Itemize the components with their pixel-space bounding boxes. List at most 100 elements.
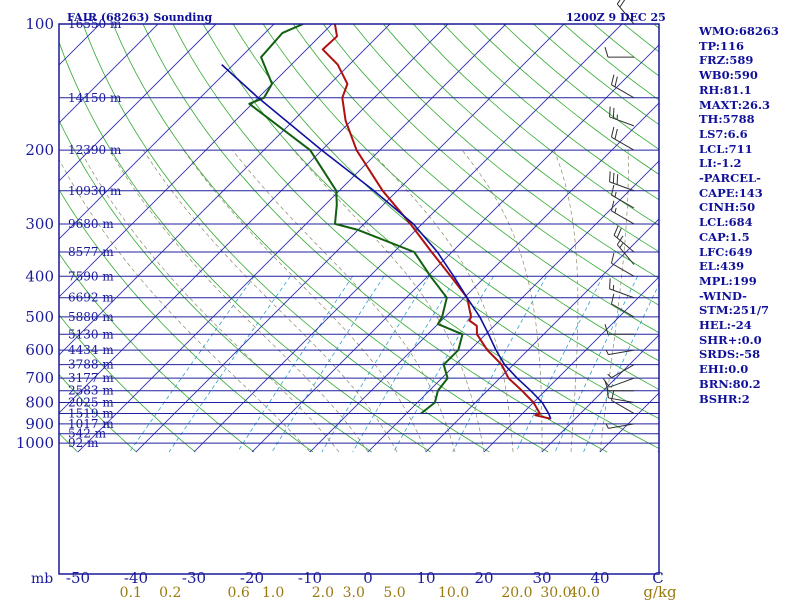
height-label: 3177 m [68,371,114,385]
temperature-tick-label: 0 [363,569,373,587]
mixing-ratio-line [168,276,291,453]
index-line: SHR+:0.0 [699,332,762,347]
index-line: CAPE:143 [699,185,763,200]
pressure-tick-label: 300 [25,215,54,233]
moist-adiabat [79,150,340,453]
dry-adiabat [59,252,255,453]
pressure-tick-label: 800 [25,393,54,411]
wind-barb [609,171,635,192]
mixing-ratio-label: 0.2 [159,585,181,600]
wind-barb-staff [609,181,635,192]
mixing-ratio-label: 30.0 [540,585,571,600]
mixing-ratio-label: 5.0 [383,585,405,600]
mixing-ratio-label: 20.0 [501,585,532,600]
wind-barb-staff [609,116,635,127]
pressure-tick-label: 200 [25,141,54,159]
temperature-tick-label: -10 [298,569,322,587]
isotherm [59,24,333,298]
wind-barb-flag [614,128,618,140]
wind-barb-staff [608,397,635,403]
index-line: LI:-1.2 [699,156,742,171]
dry-adiabat [232,24,659,390]
wind-barb-flag [609,171,611,182]
pressure-tick-label: 600 [25,341,54,359]
height-label: 12390 m [68,143,122,157]
isotherm [59,24,217,182]
isotherm [135,24,565,453]
wind-barb-flag [616,235,624,245]
wind-barb-half-flag [619,243,624,248]
wind-barb-flag [613,225,619,236]
index-line: EHI:0.0 [699,362,749,377]
isotherm [193,24,623,453]
wind-barb-flag [610,74,615,85]
height-label: 6692 m [68,291,114,305]
dry-adiabat [292,24,659,334]
temperature-line [321,24,552,420]
wind-barb [604,324,634,335]
wind-barb-staff [616,3,635,25]
isotherm [367,160,659,453]
dry-adiabat [59,119,372,453]
wind-barb-staff [611,194,635,209]
wind-barb-staff [609,288,635,299]
moist-adiabat [599,150,629,453]
pressure-tick-label: 500 [25,308,54,326]
wind-barb-flag [610,200,615,212]
dry-adiabat [112,24,549,453]
wind-barb-staff [616,244,635,265]
wind-barb-half-flag [605,423,609,429]
wind-barb-half-flag [614,191,617,198]
wind-barb-flag [619,0,626,8]
index-line: LCL:711 [699,141,753,156]
wind-barb-flag [616,228,622,239]
dry-adiabat [82,24,490,453]
temperature-tick-label: C [652,569,663,587]
index-line: RH:81.1 [699,82,752,97]
dry-adiabat [59,40,431,453]
mixing-ratio-label: 0.6 [228,585,250,600]
wind-barb-flag [609,278,611,289]
mixing-ratio-line [393,276,494,453]
height-label: 9680 m [68,217,114,231]
index-line: BSHR:2 [699,391,750,406]
height-label: 542 m [68,427,107,441]
wind-barb-half-flag [614,207,617,214]
pressure-tick-label: 1000 [16,434,54,452]
height-label: 1017 m [68,417,114,431]
pressure-tick-label: 400 [25,267,54,285]
moist-adiabat [232,149,456,453]
wind-barbs [602,0,635,429]
wind-barb-flag [606,387,609,399]
wind-barb [606,387,635,403]
wind-barb [610,253,635,277]
wind-barb-staff [611,400,635,414]
wind-barb [610,200,635,225]
temperature-tick-label: -40 [124,569,148,587]
wind-barb-flag [604,324,609,335]
plot-frame [58,23,660,575]
wind-barb-staff [611,84,635,99]
temperature-tick-label: -20 [240,569,264,587]
index-line: TP:116 [699,38,745,53]
parcel-line [221,64,552,420]
wind-barb-flag [610,253,615,264]
index-line: SRDS:-58 [699,347,761,362]
wind-barb [604,47,634,58]
pressure-tick-label: 900 [25,415,54,433]
dry-adiabat [59,432,78,453]
mixing-ratio-line [321,276,430,453]
moist-adiabat [461,149,543,452]
height-label: 7590 m [68,269,114,283]
wind-barb [610,184,635,209]
dry-adiabat [262,24,659,362]
wind-barb-flag [610,293,615,305]
index-line: WMO:68263 [699,24,779,38]
mixing-ratio-line [554,276,638,453]
index-line: CINH:50 [699,200,756,215]
wind-barb [602,377,635,388]
isotherm [59,24,159,124]
dry-adiabat [382,24,659,253]
dry-adiabat [59,373,137,453]
